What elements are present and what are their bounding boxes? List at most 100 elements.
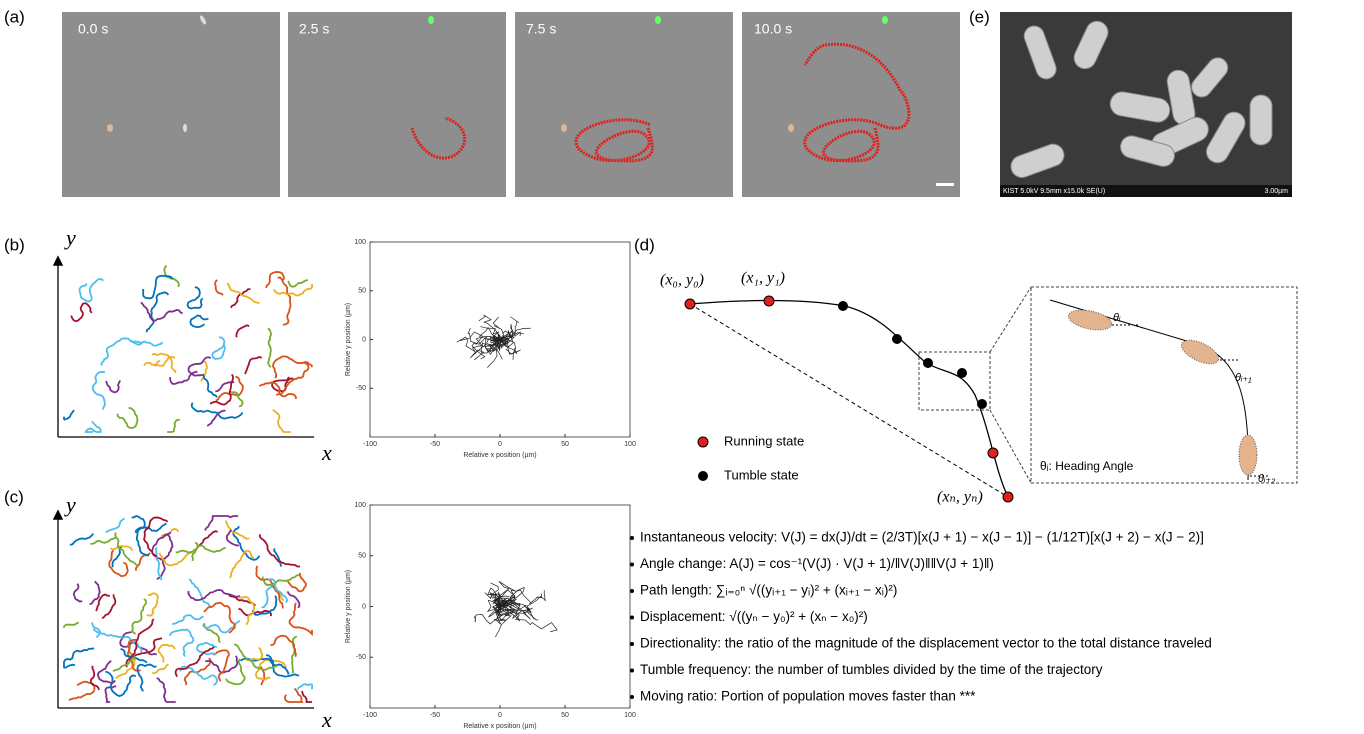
trajectory — [271, 376, 294, 393]
trajectory-axes — [52, 255, 314, 709]
trajectory — [92, 628, 143, 653]
trajectory — [496, 606, 520, 622]
x-tick-label: -50 — [430, 712, 440, 719]
trajectory — [191, 544, 226, 562]
trajectory — [499, 606, 558, 633]
x-axis-label: Relative x position (µm) — [463, 452, 536, 459]
trajectory — [68, 680, 96, 701]
trajectory — [151, 352, 177, 374]
trajectories — [63, 265, 313, 703]
trajectory — [499, 589, 543, 607]
trajectory — [484, 338, 507, 353]
trajectory — [156, 677, 176, 703]
trajectory — [109, 545, 133, 552]
trajectory — [172, 614, 205, 625]
plots: -100 -50 0 50 100 -50 0 50 100 Relative x positio… — [345, 239, 636, 730]
trajectory — [72, 583, 83, 603]
trajectory — [105, 379, 122, 394]
definition: Angle change: A(J) = cos⁻¹(V(J) · V(J + … — [640, 556, 994, 571]
trajectory — [296, 683, 313, 691]
bullet — [630, 562, 634, 567]
trajectory — [189, 314, 209, 329]
definition: Instantaneous velocity: V(J) = dx(J)/dt … — [640, 530, 1204, 545]
trajectory — [89, 665, 100, 691]
definition: Tumble frequency: the number of tumbles … — [640, 662, 1103, 677]
trajectory — [89, 580, 101, 606]
point-label: (x₀, y₀) — [660, 272, 704, 289]
trajectory — [187, 356, 212, 377]
trajectory — [492, 339, 517, 360]
y-tick-label: 50 — [358, 288, 366, 295]
sem-image: KIST 5.0kV 9.5mm x15.0k SE(U) 3.00µm — [1000, 12, 1292, 197]
trajectory — [169, 628, 195, 657]
y-tick-label: 0 — [362, 603, 366, 610]
point-label: (x₁, y₁) — [741, 270, 785, 287]
frame — [288, 12, 506, 197]
trajectory — [156, 533, 174, 580]
trajectory — [261, 574, 300, 586]
y-tick-label: -50 — [356, 385, 366, 392]
definition: Displacement: √((yₙ − y₀)² + (xₙ − x₀)²) — [640, 609, 868, 624]
trajectory — [69, 533, 95, 546]
x-tick-label: -100 — [363, 712, 377, 719]
bullet — [630, 536, 634, 540]
trajectory — [492, 581, 515, 607]
x-tick-label: 100 — [624, 712, 636, 719]
axis-label: y — [64, 492, 76, 517]
trajectory — [499, 330, 515, 345]
trajectory — [467, 327, 501, 353]
trajectory — [152, 663, 170, 675]
time-label: 2.5 s — [299, 21, 329, 37]
trajectory — [143, 359, 161, 367]
axis-label: x — [321, 440, 332, 465]
trajectory — [230, 288, 251, 309]
trajectory — [267, 327, 273, 368]
trajectory — [91, 622, 101, 639]
trajectory — [202, 373, 218, 398]
trajectory — [229, 390, 244, 408]
trajectory — [125, 618, 155, 668]
trajectory — [186, 286, 204, 310]
time-label: 10.0 s — [754, 21, 792, 37]
trajectory — [479, 336, 507, 350]
trajectory — [116, 406, 139, 429]
trajectory — [63, 621, 80, 628]
trajectory — [254, 658, 287, 681]
sem-scale: 3.00µm — [1265, 188, 1289, 195]
trajectory — [258, 381, 297, 400]
trajectory — [478, 314, 502, 340]
definitions: Instantaneous velocity: V(J) = dx(J)/dt … — [630, 530, 1212, 704]
panel-label: (c) — [4, 487, 24, 506]
trajectory — [187, 588, 241, 601]
trajectory — [488, 606, 503, 618]
trajectory — [143, 516, 169, 558]
trajectory — [205, 655, 239, 674]
time-label: 0.0 s — [78, 21, 108, 37]
trajectory — [145, 291, 170, 333]
panel-label: (d) — [634, 235, 655, 254]
angle-label: θᵢ₊₂ — [1258, 473, 1276, 485]
trajectory — [272, 355, 313, 379]
frame — [515, 12, 733, 197]
definition: Directionality: the ratio of the magnitu… — [640, 636, 1212, 651]
trajectory — [134, 522, 167, 534]
angle-label: θᵢ₊₁ — [1235, 372, 1252, 384]
y-tick-label: -50 — [356, 654, 366, 661]
trajectory — [499, 599, 539, 621]
trajectory — [169, 370, 198, 385]
trajectory — [215, 381, 235, 393]
trajectory — [473, 606, 502, 625]
y-axis-label: Relative y position (µm) — [345, 570, 352, 643]
trajectory — [63, 409, 75, 421]
trajectory — [174, 645, 215, 678]
sem-caption: KIST 5.0kV 9.5mm x15.0k SE(U) — [1003, 188, 1105, 195]
y-tick-label: 100 — [354, 239, 366, 246]
x-tick-label: 100 — [624, 441, 636, 448]
y-axis-label: Relative y position (µm) — [345, 303, 352, 376]
trajectory — [489, 592, 516, 611]
trajectory — [495, 603, 514, 616]
trajectory — [140, 301, 184, 322]
x-tick-label: 50 — [561, 712, 569, 719]
trajectory — [211, 336, 226, 360]
